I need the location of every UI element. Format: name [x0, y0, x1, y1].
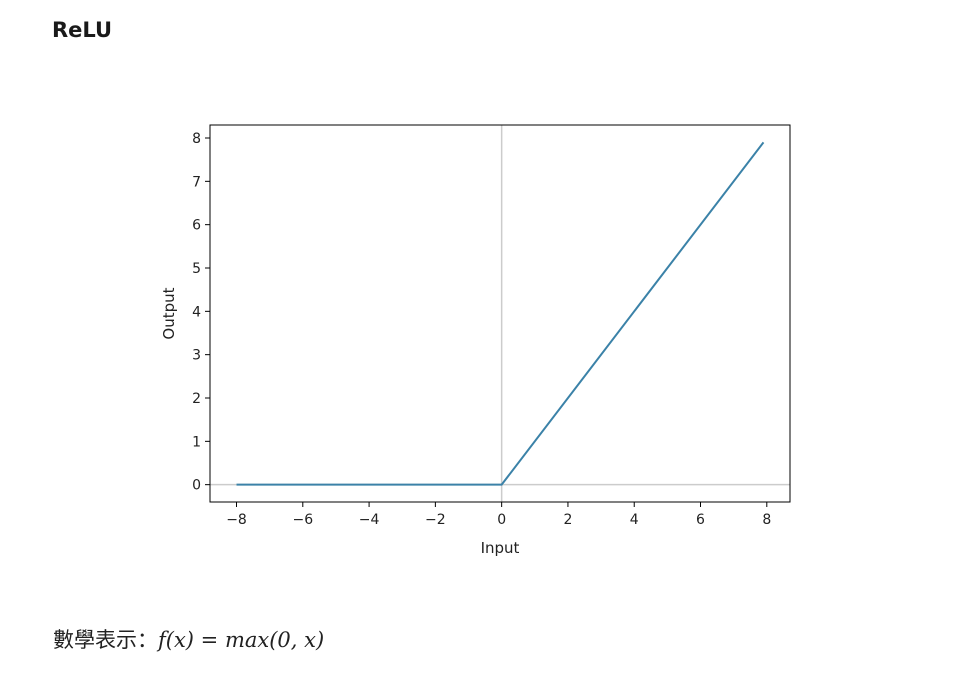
- section-title: ReLU: [52, 18, 113, 42]
- series-line-0: [236, 141, 765, 486]
- reference-lines: [210, 125, 790, 502]
- y-tick-label: 1: [192, 434, 201, 450]
- formula-label: 數學表示：: [53, 628, 158, 652]
- x-tick-label: −6: [292, 512, 313, 528]
- y-tick-label: 8: [192, 131, 201, 147]
- plot-frame: [209, 124, 791, 503]
- x-tick-label: 8: [762, 512, 771, 528]
- y-axis-ticks: 0 1 2 3 4 5 6 7 8: [192, 131, 210, 494]
- x-axis-label: Input: [481, 539, 520, 557]
- y-tick-label: 7: [192, 174, 201, 190]
- y-tick-label: 0: [192, 478, 201, 494]
- x-tick-label: −8: [226, 512, 247, 528]
- x-tick-label: 2: [563, 512, 572, 528]
- y-tick-label: 6: [192, 218, 201, 234]
- x-tick-label: −2: [425, 512, 446, 528]
- formula-expression: f(x) = max(0, x): [158, 628, 325, 652]
- y-tick-label: 4: [192, 304, 201, 320]
- x-tick-label: −4: [359, 512, 380, 528]
- y-tick-label: 2: [192, 391, 201, 407]
- formula-line: 數學表示：f(x) = max(0, x): [53, 624, 324, 654]
- y-axis-label: Output: [160, 287, 178, 339]
- x-axis-ticks: −8 −6 −4 −2 0 2 4 6 8: [226, 502, 771, 528]
- y-tick-label: 3: [192, 348, 201, 364]
- y-tick-label: 5: [192, 261, 201, 277]
- x-tick-label: 4: [630, 512, 639, 528]
- x-tick-label: 0: [497, 512, 506, 528]
- x-tick-label: 6: [696, 512, 705, 528]
- series-layer: [236, 141, 765, 486]
